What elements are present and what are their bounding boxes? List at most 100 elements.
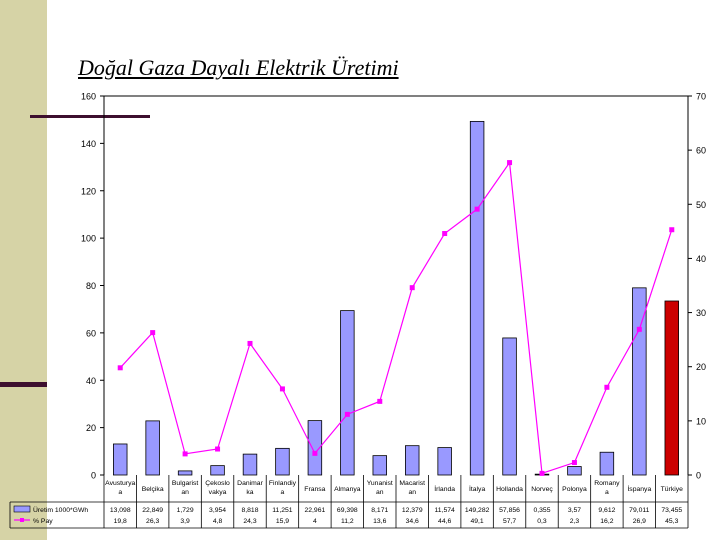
pct-value-label: 49,1 (470, 518, 483, 525)
chart-axes: 0 20 40 60 80 100 120 140 160 0 10 20 30 40 50 60 70 (81, 92, 706, 481)
pct-value-label: 13,6 (373, 518, 386, 525)
pct-share-point (344, 411, 350, 417)
bar (340, 310, 355, 476)
left-tick-label: 100 (81, 234, 96, 244)
right-tick-label: 10 (696, 416, 706, 426)
pct-share-point (182, 451, 188, 457)
pct-value-label: 45,3 (665, 518, 678, 525)
pct-share-point (150, 330, 156, 336)
category-label: ka (246, 489, 253, 496)
bar-value-label: 9,612 (598, 507, 615, 514)
category-label: Finlandiy (269, 480, 297, 487)
right-tick-label: 30 (696, 308, 706, 318)
pct-share-point (247, 340, 253, 346)
bar-value-label: 3,57 (568, 507, 581, 514)
category-label: Çekoslo (205, 480, 230, 487)
pct-share-line (119, 160, 673, 475)
left-tick-label: 120 (81, 186, 96, 196)
category-label: a (605, 489, 609, 496)
bar (502, 337, 517, 476)
pct-share-point (636, 326, 642, 332)
slide-title: Doğal Gaza Dayalı Elektrik Üretimi (78, 55, 399, 80)
right-tick-label: 60 (696, 146, 706, 156)
pct-share-point (669, 227, 675, 233)
category-label: an (408, 489, 416, 496)
pct-value-label: 24,3 (243, 518, 256, 525)
category-label: Fransa (304, 486, 325, 493)
left-tick-label: 160 (81, 92, 96, 102)
pct-value-label: 34,6 (406, 518, 419, 525)
left-tick-label: 20 (86, 423, 96, 433)
left-tick-label: 0 (91, 471, 96, 481)
bar-value-label: 3,954 (209, 507, 226, 514)
bar-series (113, 120, 679, 476)
pct-share-point (409, 285, 415, 291)
bar (113, 443, 128, 476)
category-label: Hollanda (496, 486, 523, 493)
bar-value-label: 8,171 (371, 507, 388, 514)
legend-line-name: % Pay (33, 518, 53, 525)
bar (664, 300, 679, 476)
bar (372, 455, 387, 476)
category-label: an (181, 489, 189, 496)
bar (469, 120, 485, 476)
bar-value-label: 22,849 (142, 507, 163, 514)
line-series (117, 160, 675, 476)
bar (405, 445, 420, 476)
bar-value-label: 57,856 (499, 507, 520, 514)
bar-value-label: 12,379 (402, 507, 423, 514)
bar-value-label: 73,455 (661, 507, 682, 514)
bar-value-label: 1,729 (177, 507, 194, 514)
pct-value-label: 44,6 (438, 518, 451, 525)
pct-share-point (539, 470, 545, 476)
bar (275, 447, 290, 476)
category-label: İspanya (627, 484, 651, 493)
pct-value-label: 26,9 (633, 518, 646, 525)
pct-share-point (604, 384, 610, 390)
right-tick-label: 40 (696, 254, 706, 264)
category-label: a (118, 489, 122, 496)
pct-share-point (215, 446, 221, 452)
bar-value-label: 69,398 (337, 507, 358, 514)
pct-value-label: 15,9 (276, 518, 289, 525)
bar-value-label: 8,818 (241, 507, 258, 514)
pct-value-label: 2,3 (570, 518, 580, 525)
bar (145, 420, 160, 476)
pct-share-point (279, 386, 285, 392)
pct-value-label: 19,8 (114, 518, 127, 525)
legend-bar-swatch (13, 505, 31, 513)
legend-bar-name: Üretim 1000*GWh (33, 506, 88, 514)
right-tick-label: 0 (696, 471, 701, 481)
bar (437, 447, 452, 476)
pct-value-label: 4 (313, 518, 317, 525)
category-label: Romany (594, 480, 620, 487)
pct-value-label: 0,3 (537, 518, 547, 525)
category-label: Macarist (399, 480, 425, 487)
bar (242, 453, 258, 476)
category-label: Belçika (142, 486, 164, 493)
category-label: Türkiye (661, 486, 684, 493)
bar-value-label: 13,098 (110, 507, 131, 514)
bar-value-label: 79,011 (629, 507, 650, 514)
left-tick-label: 40 (86, 376, 96, 386)
slide-side-bar-accent (0, 382, 47, 387)
category-label: İtalya (469, 484, 485, 493)
legend-line-marker (20, 518, 24, 522)
pct-share-point (474, 206, 480, 212)
bar (567, 466, 582, 476)
category-label: Avusturya (105, 480, 135, 487)
data-table: Avusturya a Belçika Bulgarist an Çekoslo vakya… (9, 475, 689, 529)
pct-value-label: 11,2 (341, 518, 354, 525)
category-label: vakya (209, 489, 227, 496)
pct-value-label: 4,8 (213, 518, 223, 525)
pct-value-label: 16,2 (600, 518, 613, 525)
category-label: Almanya (334, 486, 361, 493)
bar-value-label: 11,251 (272, 507, 293, 514)
right-tick-label: 70 (696, 92, 706, 102)
bar (599, 451, 615, 476)
pct-value-label: 26,3 (146, 518, 159, 525)
left-tick-label: 80 (86, 281, 96, 291)
pct-share-point (117, 365, 123, 371)
bar-value-label: 0,355 (533, 507, 550, 514)
